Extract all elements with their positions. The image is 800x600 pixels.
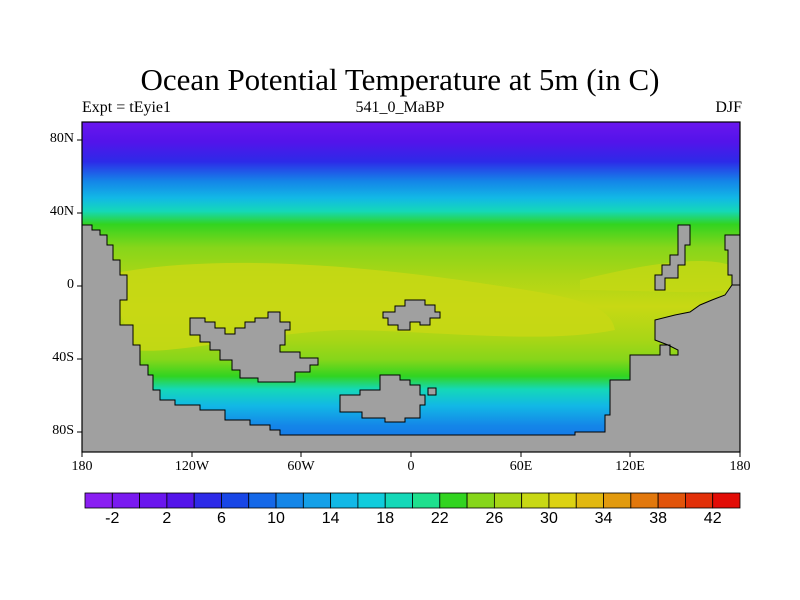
lat-label-80n: 80N xyxy=(49,131,74,146)
colorbar-box xyxy=(575,492,604,509)
colorbar-box xyxy=(139,492,168,509)
season-label: DJF xyxy=(715,99,742,116)
colorbar-label: 22 xyxy=(430,510,449,527)
colorbar-box xyxy=(166,492,195,509)
colorbar-box xyxy=(657,492,686,509)
colorbar-label: 30 xyxy=(540,510,558,527)
lon-label-60e: 60E xyxy=(509,459,533,474)
southern-island xyxy=(339,374,426,423)
colorbar-box xyxy=(384,492,413,509)
lon-label-0: 0 xyxy=(407,459,415,474)
axis-ticks xyxy=(77,139,741,457)
lat-label-40n: 40N xyxy=(49,204,74,219)
lat-label-80s: 80S xyxy=(52,423,74,438)
lat-label-40s: 40S xyxy=(52,350,74,365)
colorbar-box xyxy=(275,492,304,509)
colorbar-box xyxy=(548,492,577,509)
central-island xyxy=(189,311,319,383)
colorbar-box xyxy=(330,492,359,509)
period-label: 541_0_MaBP xyxy=(355,99,445,116)
colorbar-label: 2 xyxy=(162,510,172,527)
colorbar-box xyxy=(248,492,277,509)
plot-title: Ocean Potential Temperature at 5m (in C) xyxy=(140,62,660,97)
colorbar-box xyxy=(221,492,250,509)
colorbar-label: 34 xyxy=(594,510,613,527)
colorbar-label: 14 xyxy=(321,510,340,527)
colorbar-box xyxy=(466,492,495,509)
colorbar-box xyxy=(412,492,441,509)
warm-pool xyxy=(105,262,615,351)
colorbar-label: -2 xyxy=(105,510,120,527)
east-peninsula xyxy=(654,224,691,291)
colorbar-label: 26 xyxy=(485,510,504,527)
colorbar-box xyxy=(493,492,523,509)
colorbar-box xyxy=(439,492,468,509)
south-islet xyxy=(427,387,437,396)
land-masses xyxy=(81,224,741,453)
colorbar-box xyxy=(302,492,332,509)
colorbar-box xyxy=(84,492,113,509)
lon-label-180w: 180 xyxy=(71,459,93,474)
colorbar-box xyxy=(357,492,386,509)
small-island xyxy=(382,299,441,331)
colorbar-label: 10 xyxy=(267,510,285,527)
lon-label-120w: 120W xyxy=(174,459,210,474)
experiment-label: Expt = tEyie1 xyxy=(82,99,172,116)
colorbar-box xyxy=(193,492,222,509)
lon-label-120e: 120E xyxy=(615,459,645,474)
colorbar-label: 42 xyxy=(703,510,722,527)
colorbar-box xyxy=(630,492,659,509)
lon-label-180e: 180 xyxy=(729,459,751,474)
colorbar-box xyxy=(603,492,632,509)
lon-label-60w: 60W xyxy=(287,459,315,474)
colorbar-box xyxy=(111,492,140,509)
colorbar-box xyxy=(712,492,741,509)
colorbar-box xyxy=(685,492,714,509)
colorbar-label: 38 xyxy=(649,510,668,527)
west-continent xyxy=(81,224,741,453)
colorbar-box xyxy=(521,492,550,509)
colorbar-label: 18 xyxy=(376,510,395,527)
lat-label-0: 0 xyxy=(67,277,74,292)
colorbar-label: 6 xyxy=(217,510,226,527)
